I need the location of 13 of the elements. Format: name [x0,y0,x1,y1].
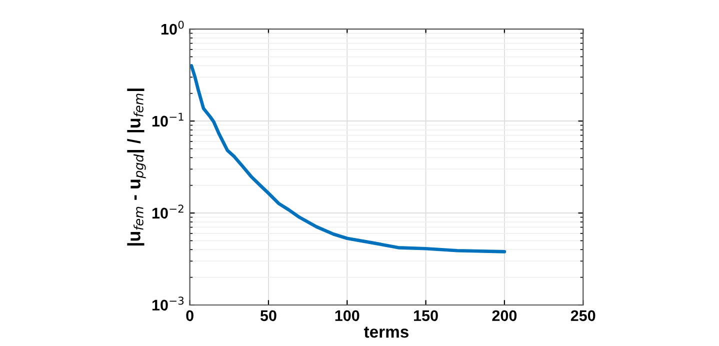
x-tick-label: 250 [570,310,596,322]
line-series [190,64,506,254]
x-axis-title: terms [364,326,408,338]
y-tick-label: 10$^{−3}$ [152,296,184,311]
x-tick-label: 200 [492,310,517,322]
x-tick-label: 150 [414,310,438,322]
y-tick-label: 10$^{0}$ [161,20,184,35]
y-tick-label: 10$^{−2}$ [152,204,184,219]
y-axis-title: |u$_{fem}$ - u$_{pgd}$| / |u$_{fem}$| [127,88,146,246]
x-tick-label: 100 [335,310,360,322]
y-tick-label: 10$^{−1}$ [152,112,184,127]
x-tick-label: 0 [186,310,194,322]
x-tick-label: 50 [260,310,276,322]
